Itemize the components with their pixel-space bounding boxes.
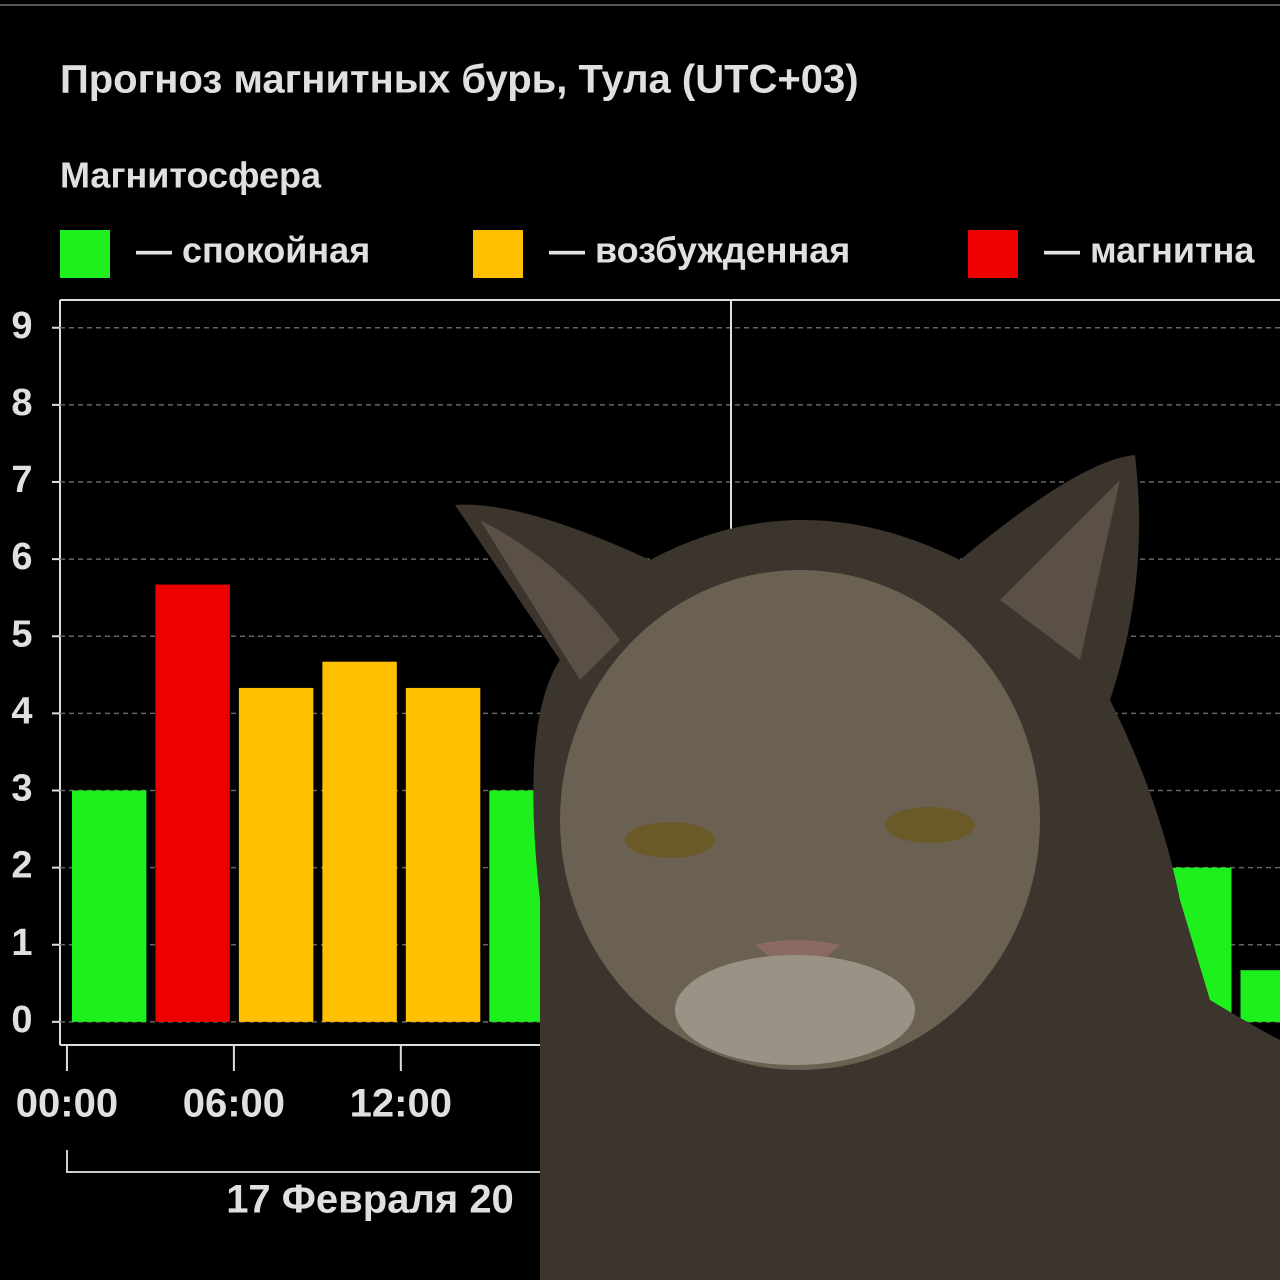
y-tick-label: 0 [11, 999, 32, 1041]
bar [238, 687, 314, 1022]
bar [322, 661, 397, 1022]
cat [455, 455, 1280, 1280]
cat-face [560, 570, 1040, 1070]
x-tick-label: 06:00 [183, 1082, 285, 1126]
date-label: 17 Февраля 20 [226, 1178, 514, 1222]
y-tick-label: 1 [11, 922, 32, 964]
y-tick-label: 4 [11, 690, 32, 732]
legend-swatch [968, 230, 1018, 278]
y-tick-label: 6 [11, 536, 32, 578]
bar [1240, 970, 1280, 1022]
y-tick-label: 3 [11, 768, 32, 810]
legend-swatch [473, 230, 523, 278]
cat-eye [625, 822, 715, 858]
cat-ear [1000, 480, 1120, 660]
bar [71, 790, 147, 1022]
x-tick-label: 12:00 [350, 1082, 452, 1126]
legend-label: — спокойная [136, 230, 370, 271]
y-tick-label: 8 [11, 382, 32, 424]
x-tick-label: 00:00 [16, 1082, 118, 1126]
legend-label: — магнитна [1044, 230, 1255, 271]
legend-label: — возбужденная [549, 230, 850, 271]
bar [155, 584, 230, 1022]
legend-swatch [60, 230, 110, 278]
chart-subtitle: Магнитосфера [60, 155, 322, 196]
cat-muzzle [675, 955, 915, 1065]
date-bracket [66, 1150, 560, 1173]
y-tick-label: 5 [11, 613, 32, 655]
cat-ear [480, 520, 620, 680]
cat-eye [885, 807, 975, 843]
y-tick-label: 7 [11, 459, 32, 501]
bar [405, 687, 481, 1022]
y-tick-label: 2 [11, 845, 32, 887]
y-tick-label: 9 [11, 305, 32, 347]
chart-title: Прогноз магнитных бурь, Тула (UTC+03) [60, 58, 859, 102]
